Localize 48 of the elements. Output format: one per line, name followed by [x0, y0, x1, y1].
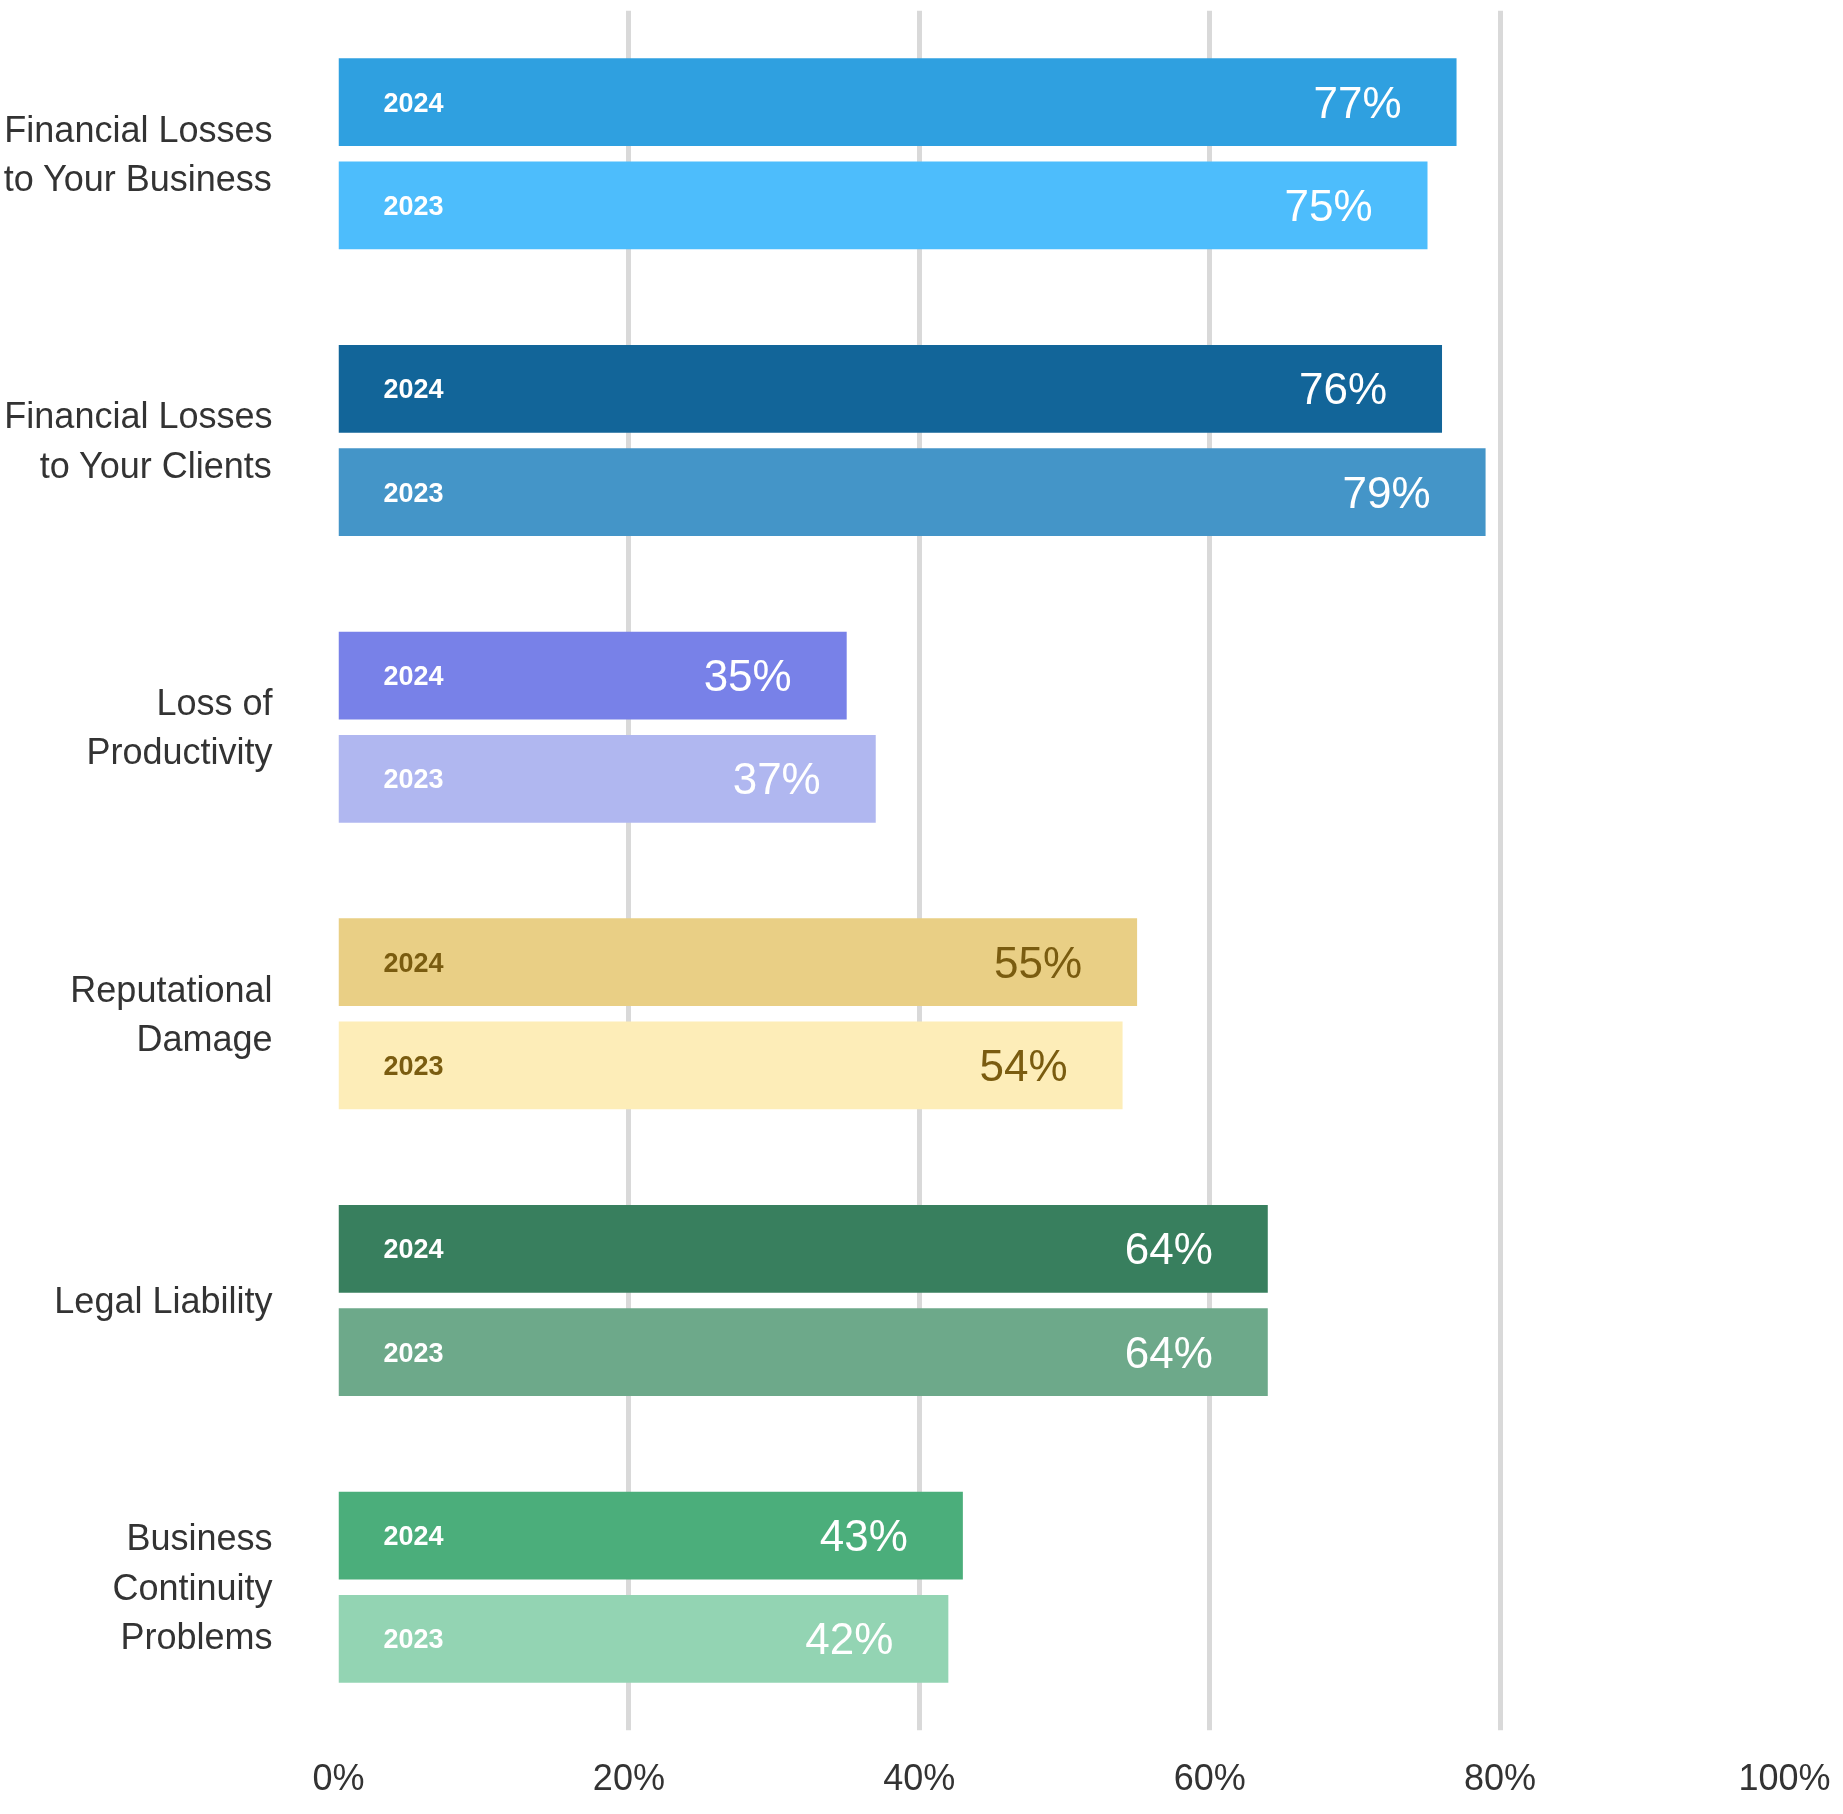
bar [338, 345, 1443, 433]
y-tick-label: Legal Liability [54, 1280, 273, 1321]
data-label: 54% [979, 1040, 1068, 1090]
data-label: 77% [1313, 77, 1402, 127]
y-tick-label: Financial Losses to Your Clients [4, 395, 273, 486]
data-label: 35% [703, 651, 792, 701]
x-tick-label: 0% [312, 1756, 365, 1798]
bar [338, 58, 1457, 147]
data-label: 55% [994, 937, 1083, 987]
text: 2023 [383, 764, 444, 795]
text: 2023 [383, 190, 444, 221]
data-label: 79% [1342, 467, 1431, 517]
x-tick-label: 20% [592, 1756, 665, 1798]
bar [338, 448, 1486, 536]
text: 2024 [383, 1234, 444, 1265]
y-tick-label: Reputational Damage [70, 968, 273, 1059]
x-tick-label: 80% [1464, 1756, 1537, 1798]
bar [338, 1205, 1268, 1293]
text: 2024 [383, 1521, 444, 1552]
bar [338, 1308, 1268, 1396]
data-label: 42% [805, 1614, 894, 1664]
text: 2024 [383, 374, 444, 405]
bar [338, 734, 876, 823]
text: 2023 [383, 477, 444, 508]
y-tick-label: Loss of Productivity [86, 682, 274, 773]
data-label: 64% [1124, 1224, 1213, 1274]
data-label: 76% [1298, 364, 1388, 414]
x-tick-label: 60% [1173, 1756, 1246, 1798]
data-label: 37% [732, 754, 821, 804]
text: 2023 [383, 1624, 444, 1655]
text: 2024 [383, 947, 444, 978]
y-tick-label: Business Continuity Problems [112, 1517, 273, 1657]
bar [338, 1594, 949, 1683]
text: 2024 [383, 87, 444, 118]
y-tick-label: Financial Losses to Your Business [3, 108, 273, 199]
series-label: 2023 [383, 1050, 444, 1081]
bar [338, 918, 1138, 1007]
bar [338, 631, 847, 720]
series-label: 2024 [383, 661, 444, 692]
x-tick-label: 100% [1738, 1756, 1831, 1798]
data-label: 64% [1124, 1327, 1213, 1377]
bar [338, 1491, 963, 1580]
bar [338, 161, 1428, 250]
x-tick-label: 40% [883, 1756, 956, 1798]
data-label: 75% [1284, 180, 1373, 230]
bar [338, 1021, 1123, 1110]
text: 2023 [383, 1337, 444, 1368]
data-label: 43% [819, 1511, 908, 1561]
